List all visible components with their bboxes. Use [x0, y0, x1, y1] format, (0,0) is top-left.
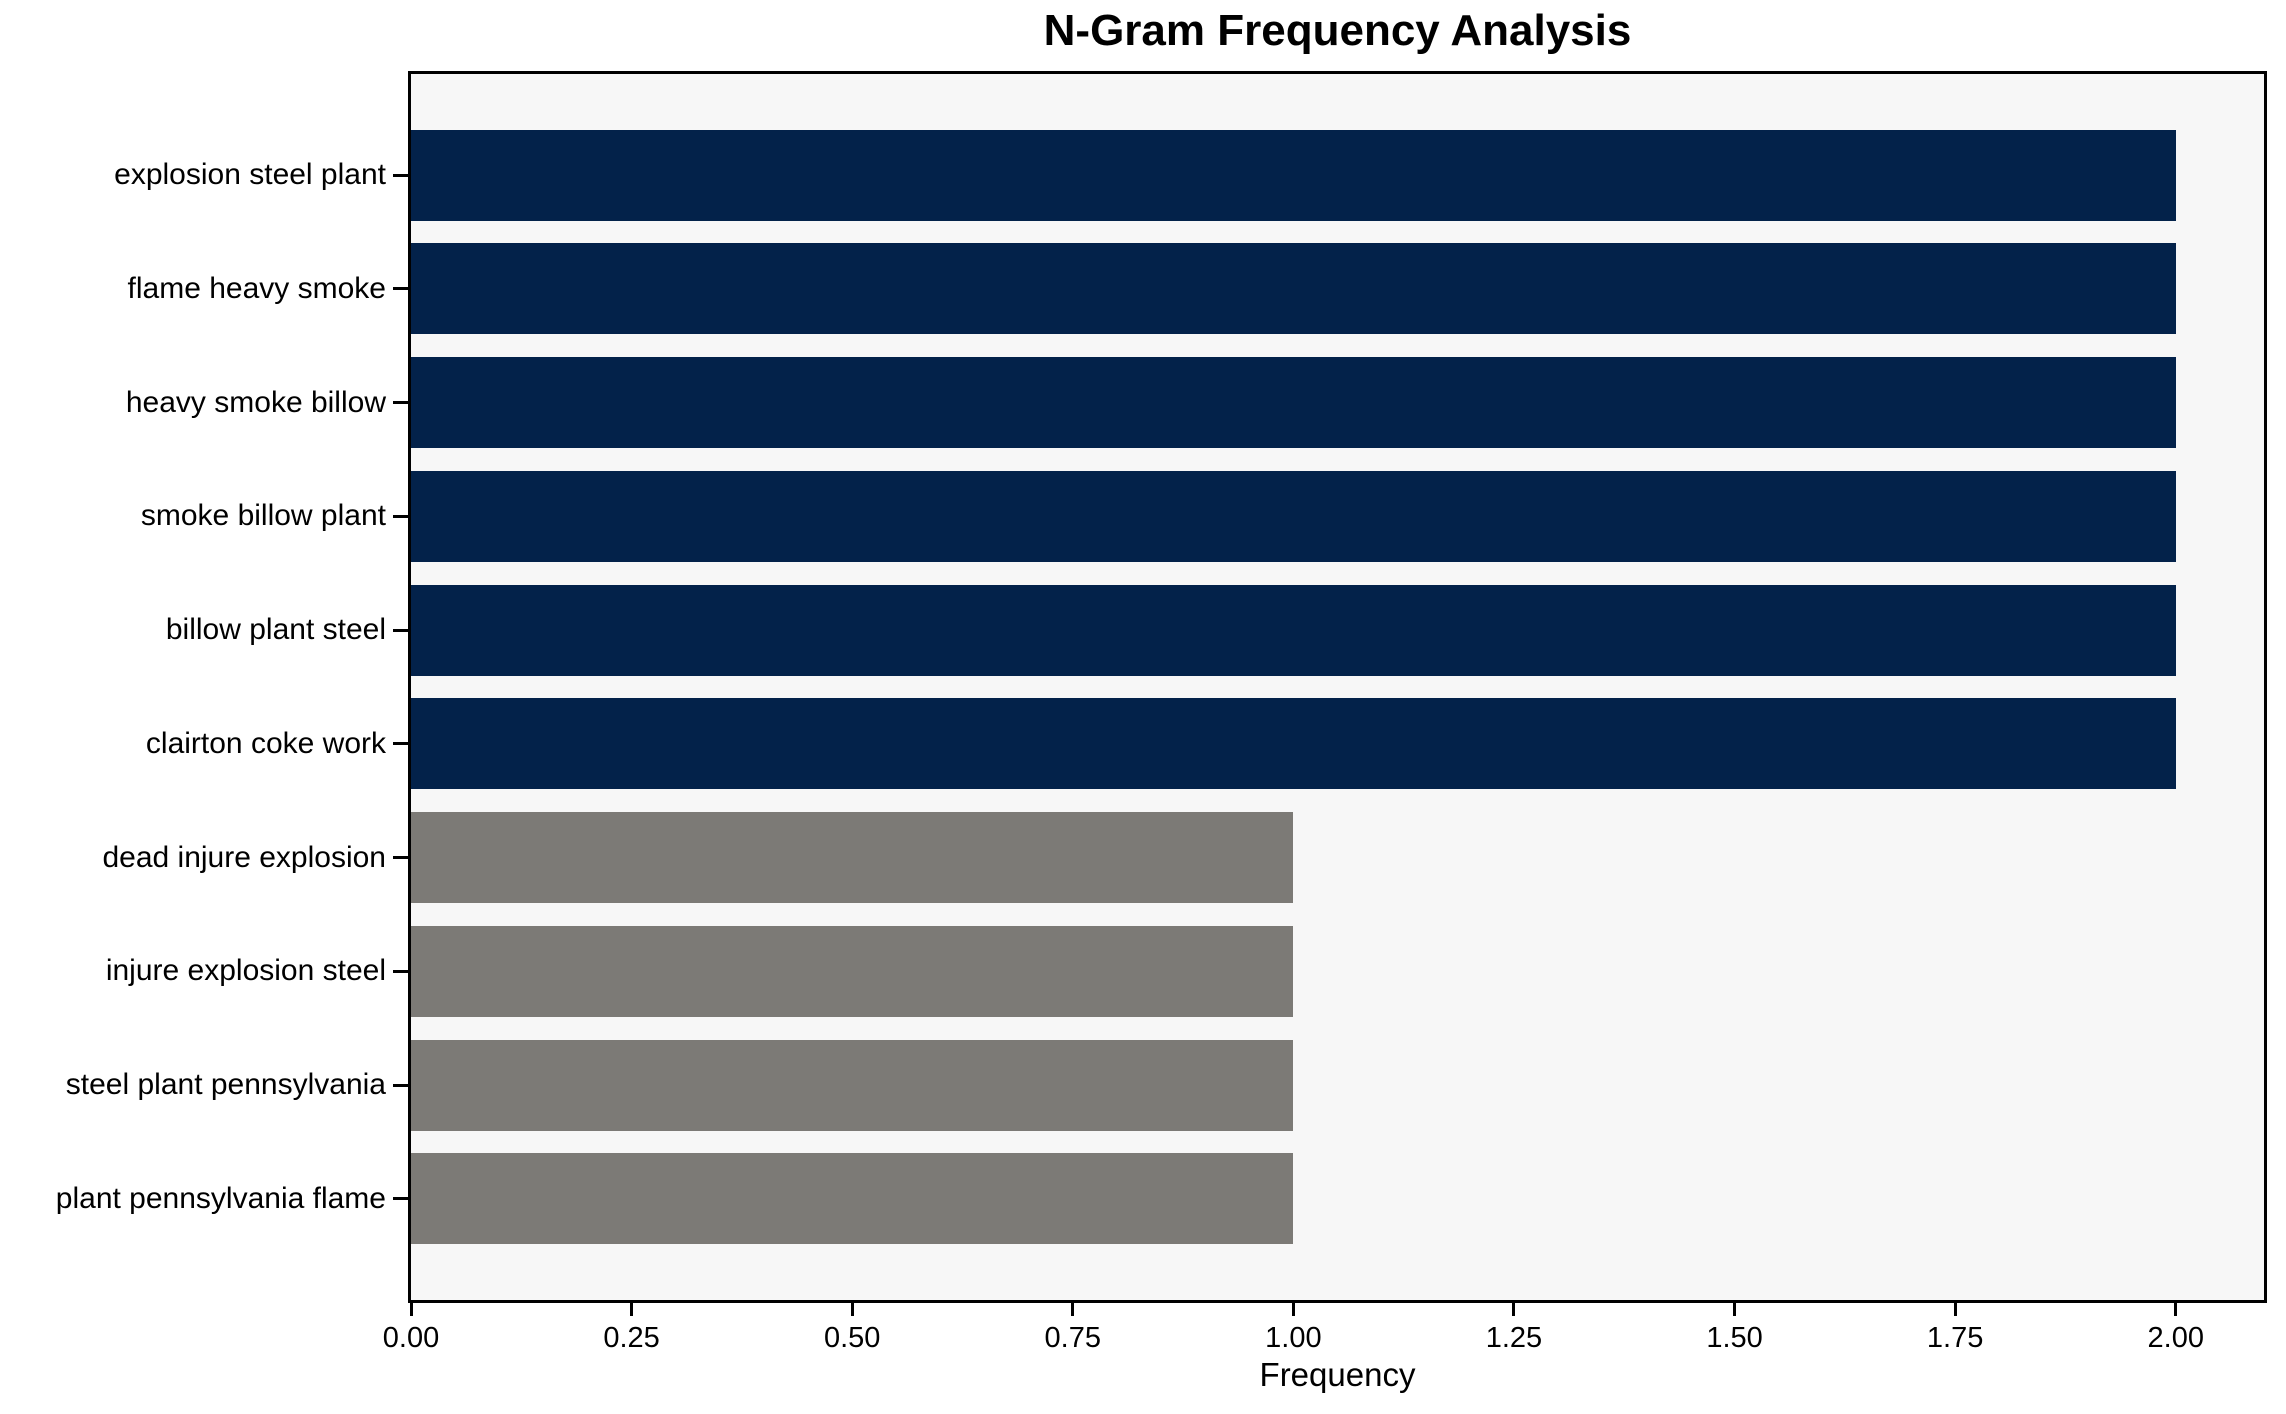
y-tick-mark: [393, 287, 408, 291]
x-tick-label: 0.75: [1044, 1322, 1101, 1354]
y-tick-mark: [393, 628, 408, 632]
bar: [411, 812, 1294, 904]
bar: [411, 1039, 1294, 1131]
plot-area: [408, 71, 2267, 1303]
x-tick-label: 1.50: [1706, 1322, 1763, 1354]
x-axis-label: Frequency: [1259, 1356, 1416, 1393]
y-tick-label: injure explosion steel: [105, 954, 386, 988]
x-tick-mark: [1291, 1303, 1295, 1316]
x-tick-mark: [850, 1303, 854, 1316]
x-tick-label: 0.00: [382, 1322, 440, 1354]
y-tick-label: clairton coke work: [145, 726, 386, 760]
y-tick-mark: [393, 514, 408, 518]
x-tick-mark: [1733, 1303, 1737, 1316]
y-axis-labels: explosion steel plant flame heavy smoke he…: [0, 0, 386, 1414]
x-tick-mark: [409, 1303, 413, 1316]
y-tick-mark: [393, 742, 408, 746]
x-tick-mark: [630, 1303, 634, 1316]
x-tick-label: 2.00: [2147, 1322, 2204, 1354]
bar: [411, 925, 1294, 1017]
bar: [411, 1153, 1294, 1245]
x-tick-label: 1.75: [1926, 1322, 1984, 1354]
x-tick-label: 1.25: [1485, 1322, 1543, 1354]
bar: [411, 243, 2176, 335]
x-tick-mark: [1953, 1303, 1957, 1316]
x-tick-mark: [1071, 1303, 1075, 1316]
x-tick-mark: [2174, 1303, 2178, 1316]
x-tick-label: 0.25: [603, 1322, 660, 1354]
bar: [411, 129, 2176, 221]
y-tick-label: heavy smoke billow: [125, 385, 386, 419]
y-tick-label: smoke billow plant: [140, 499, 386, 533]
y-tick-label: flame heavy smoke: [127, 271, 386, 305]
y-tick-label: steel plant pennsylvania: [65, 1068, 386, 1102]
bar: [411, 584, 2176, 676]
x-tick-label: 1.00: [1265, 1322, 1322, 1354]
y-tick-label: explosion steel plant: [114, 158, 386, 192]
y-tick-label: dead injure explosion: [102, 840, 386, 874]
x-tick-mark: [1512, 1303, 1516, 1316]
y-tick-mark: [393, 1083, 408, 1087]
y-tick-label: billow plant steel: [165, 613, 386, 647]
bar: [411, 698, 2176, 790]
y-tick-mark: [393, 1197, 408, 1201]
y-tick-label: plant pennsylvania flame: [55, 1181, 386, 1215]
chart-title: N-Gram Frequency Analysis: [1043, 6, 1632, 55]
bar: [411, 470, 2176, 562]
bar: [411, 357, 2176, 449]
y-tick-mark: [393, 856, 408, 860]
y-tick-mark: [393, 969, 408, 973]
x-tick-label: 0.50: [823, 1322, 881, 1354]
y-tick-mark: [393, 173, 408, 177]
y-tick-mark: [393, 401, 408, 405]
